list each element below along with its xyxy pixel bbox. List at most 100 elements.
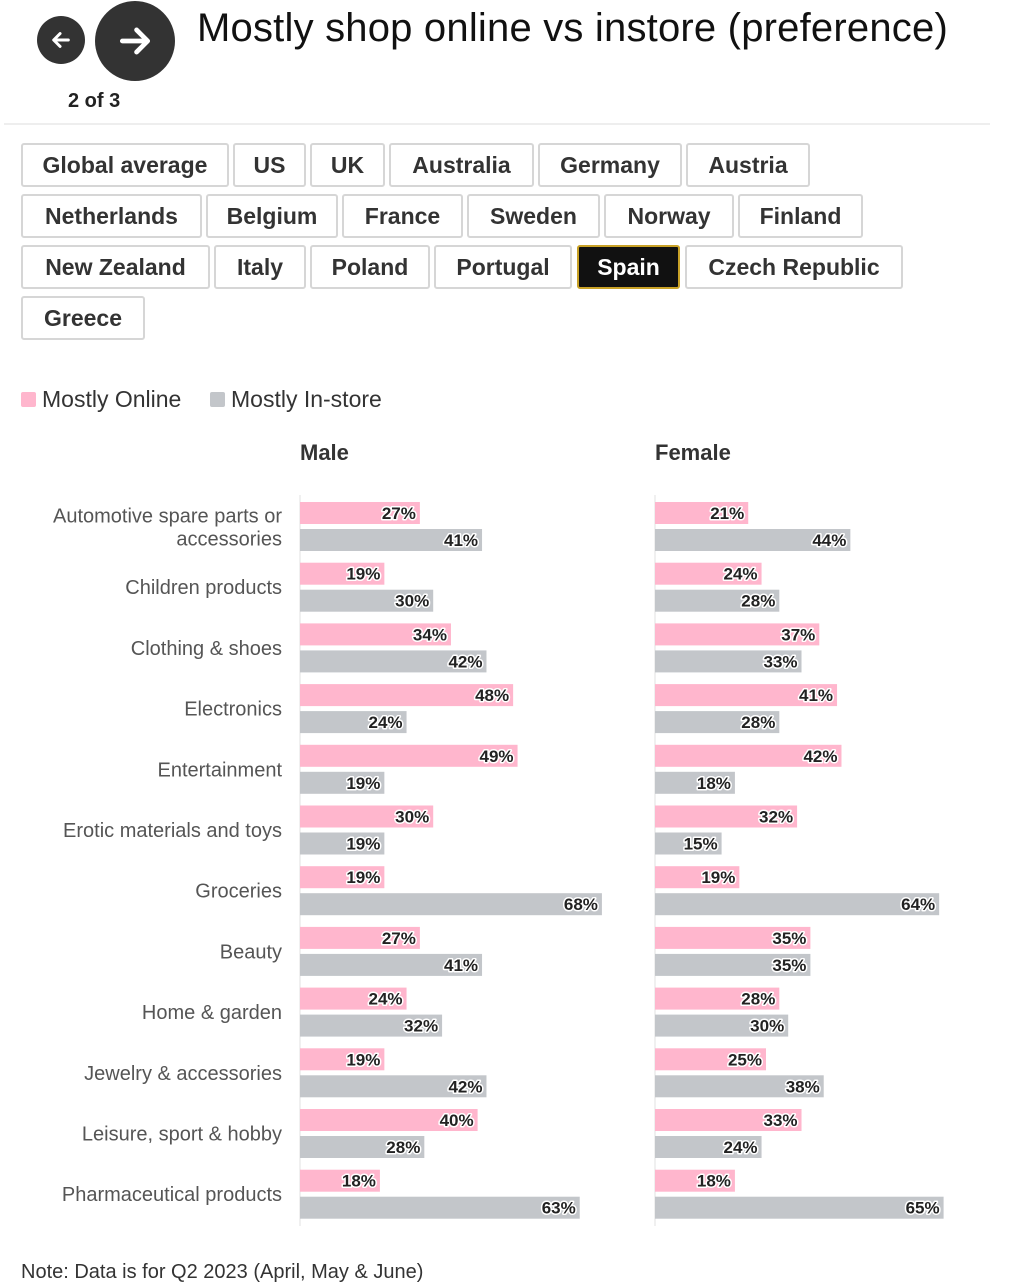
bar (300, 1196, 580, 1219)
bar-chart: Automotive spare parts or accessories Chil… (53, 495, 944, 1226)
tab-portugal[interactable]: Portugal (434, 245, 572, 289)
legend-swatch-instore (210, 392, 225, 407)
tab-italy[interactable]: Italy (214, 245, 306, 289)
arrow-right-icon (119, 27, 151, 55)
panel-title-male: Male (300, 440, 349, 465)
data-label: 19% (701, 868, 735, 887)
data-label: 40% (440, 1111, 474, 1130)
bar (300, 502, 420, 524)
bar (655, 1136, 762, 1158)
legend-swatch-online (21, 392, 36, 407)
data-label: 15% (684, 835, 718, 854)
bar (655, 1048, 766, 1071)
data-label: 28% (741, 713, 775, 732)
bar (655, 866, 740, 889)
data-label: 28% (741, 990, 775, 1009)
bar (300, 1014, 443, 1037)
bar (655, 893, 940, 916)
bar (655, 684, 838, 707)
data-label: 28% (386, 1138, 420, 1157)
footnote: Note: Data is for Q2 2023 (April, May & … (21, 1261, 424, 1283)
data-label: 24% (369, 990, 403, 1009)
bar (655, 502, 749, 524)
previous-button[interactable] (37, 16, 85, 64)
bar (655, 1109, 802, 1131)
data-label: 48% (475, 686, 509, 705)
bar (655, 744, 842, 767)
bar (300, 562, 385, 585)
bar (655, 562, 762, 585)
bar (655, 1014, 789, 1037)
bar (655, 1075, 824, 1098)
category-label: Pharmaceutical products (62, 1184, 282, 1206)
category-label: Clothing & shoes (131, 638, 282, 660)
data-label: 41% (444, 531, 478, 550)
bar (300, 623, 451, 646)
category-label: Children products (125, 577, 282, 599)
data-label: 35% (772, 929, 806, 948)
tab-poland[interactable]: Poland (310, 245, 430, 289)
bar (655, 529, 851, 551)
data-label: 19% (346, 565, 380, 584)
tab-finland[interactable]: Finland (738, 194, 863, 238)
tab-belgium[interactable]: Belgium (206, 194, 338, 238)
bar (300, 589, 434, 612)
data-label: 65% (906, 1199, 940, 1218)
bar (655, 623, 820, 646)
bar (300, 711, 407, 734)
bar (655, 589, 780, 612)
bar (300, 805, 434, 828)
data-label: 41% (444, 956, 478, 975)
category-label: Automotive spare parts or accessories (53, 506, 282, 551)
tab-australia[interactable]: Australia (389, 143, 534, 187)
legend-item-online: Mostly Online (21, 386, 181, 413)
bar (655, 805, 798, 828)
slide-counter: 2 of 3 (68, 90, 121, 112)
data-label: 44% (812, 531, 846, 550)
data-label: 18% (697, 774, 731, 793)
data-label: 34% (413, 625, 447, 644)
bar (300, 771, 385, 794)
category-label: Jewelry & accessories (84, 1063, 282, 1085)
tab-uk[interactable]: UK (310, 143, 385, 187)
data-label: 27% (382, 504, 416, 523)
bar (655, 1196, 944, 1219)
arrow-left-icon (52, 32, 70, 48)
tab-us[interactable]: US (233, 143, 306, 187)
data-label: 24% (724, 1138, 758, 1157)
header-divider (4, 123, 990, 125)
tab-spain[interactable]: Spain (577, 245, 680, 289)
data-label: 30% (395, 808, 429, 827)
tab-germany[interactable]: Germany (538, 143, 682, 187)
tab-austria[interactable]: Austria (686, 143, 810, 187)
tab-netherlands[interactable]: Netherlands (21, 194, 202, 238)
tab-greece[interactable]: Greece (21, 296, 145, 340)
tab-global-average[interactable]: Global average (21, 143, 229, 187)
tab-sweden[interactable]: Sweden (467, 194, 600, 238)
data-label: 24% (369, 713, 403, 732)
category-label: Leisure, sport & hobby (82, 1124, 282, 1146)
data-label: 42% (803, 747, 837, 766)
tab-czech-republic[interactable]: Czech Republic (685, 245, 903, 289)
bar (300, 1075, 487, 1098)
data-label: 41% (799, 686, 833, 705)
category-label: Home & garden (142, 1002, 282, 1024)
tab-france[interactable]: France (342, 194, 463, 238)
next-button[interactable] (95, 1, 175, 81)
data-label: 32% (759, 808, 793, 827)
data-label: 64% (901, 895, 935, 914)
data-label: 19% (346, 774, 380, 793)
category-label: Beauty (220, 941, 282, 963)
tab-norway[interactable]: Norway (604, 194, 734, 238)
data-label: 28% (741, 592, 775, 611)
bar (300, 1109, 478, 1131)
bar (300, 650, 487, 673)
bar (655, 926, 811, 949)
tab-new-zealand[interactable]: New Zealand (21, 245, 210, 289)
bar (300, 1136, 425, 1158)
data-label: 19% (346, 835, 380, 854)
data-label: 30% (750, 1017, 784, 1036)
legend-label-instore: Mostly In-store (231, 386, 382, 412)
data-label: 19% (346, 1050, 380, 1069)
bar (300, 1048, 385, 1071)
